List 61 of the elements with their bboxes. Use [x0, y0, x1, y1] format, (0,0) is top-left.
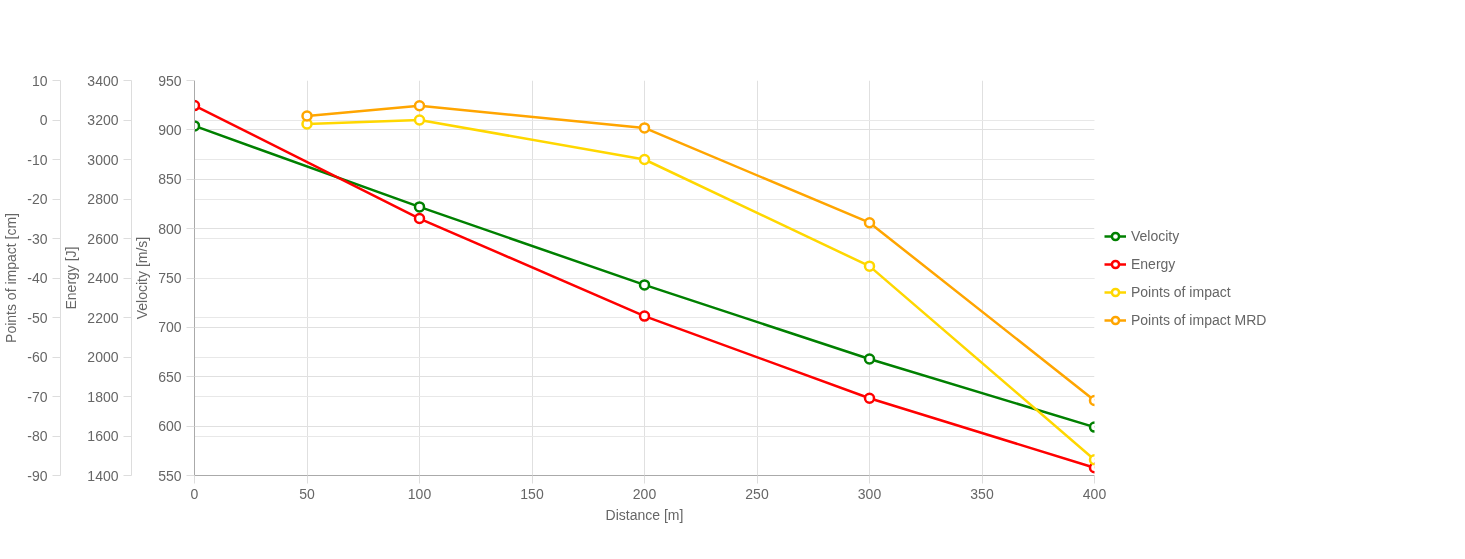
point: [638, 153, 651, 166]
y2-tick-label: -70: [27, 388, 48, 405]
legend-label: Points of impact MRD: [1131, 311, 1267, 328]
y2-tick-label: -80: [27, 428, 48, 444]
y2-tick-label: -10: [27, 151, 48, 168]
y3-tick-label: 1800: [87, 388, 119, 405]
y3-tick-label: 3200: [87, 112, 119, 128]
y3-tick-label: 3400: [87, 72, 119, 89]
point: [413, 100, 426, 112]
y-tick-label: 800: [158, 220, 182, 237]
y-axis-title: Velocity [m/s]: [134, 236, 151, 320]
y-tick-label: 650: [158, 368, 182, 385]
y3-tick-label: 1400: [87, 467, 119, 484]
point: [863, 353, 876, 365]
y3-tick-label: 1600: [87, 428, 119, 444]
y3-tick-label: 2800: [87, 191, 119, 207]
y3-tick-label: 2000: [87, 349, 119, 365]
y-tick-label: 900: [158, 121, 182, 138]
y2-tick-label: -40: [27, 270, 48, 286]
x-axis-title: Distance [m]: [605, 506, 684, 523]
y-tick-label: 600: [158, 418, 182, 435]
y-tick-label: 550: [158, 467, 182, 484]
x-tick-label: 50: [299, 485, 315, 502]
y3-tick-label: 3000: [87, 151, 119, 168]
legend-label: Energy: [1131, 255, 1176, 272]
y2-tick-label: 10: [31, 72, 48, 89]
point: [863, 260, 876, 272]
y-tick-label: 750: [158, 270, 182, 286]
legend-label: Velocity: [1131, 227, 1180, 244]
y2-tick-label: -90: [27, 467, 48, 484]
point: [863, 216, 876, 229]
point: [413, 212, 426, 225]
legend-label: Points of impact: [1131, 283, 1231, 300]
y3-axis-title: Energy [J]: [63, 246, 80, 310]
point: [863, 392, 876, 405]
point: [638, 310, 651, 322]
point: [301, 110, 313, 122]
point: [638, 122, 651, 134]
y2-axis-title: Points of impact [cm]: [3, 213, 20, 343]
y3-tick-label: 2200: [87, 309, 119, 326]
y2-tick-label: 0: [39, 112, 48, 128]
y-tick-label: 850: [158, 171, 182, 188]
x-tick-label: 350: [970, 485, 994, 502]
x-tick-label: 150: [520, 485, 544, 502]
y2-tick-label: -20: [27, 191, 48, 207]
x-tick-label: 100: [407, 485, 432, 502]
x-tick-label: 400: [1082, 485, 1107, 502]
y2-tick-label: -50: [27, 309, 48, 326]
x-tick-label: 300: [857, 485, 882, 502]
y2-tick-label: -30: [27, 230, 48, 247]
y3-tick-label: 2400: [87, 270, 119, 286]
x-tick-label: 250: [745, 485, 769, 502]
x-tick-label: 200: [632, 485, 657, 502]
y3-tick-label: 2600: [87, 230, 119, 247]
point: [413, 114, 426, 126]
y-tick-label: 700: [158, 319, 182, 336]
y2-tick-label: -60: [27, 349, 48, 365]
y-tick-label: 950: [158, 72, 182, 89]
x-tick-label: 0: [190, 485, 199, 502]
point: [413, 201, 426, 213]
point: [638, 279, 651, 291]
